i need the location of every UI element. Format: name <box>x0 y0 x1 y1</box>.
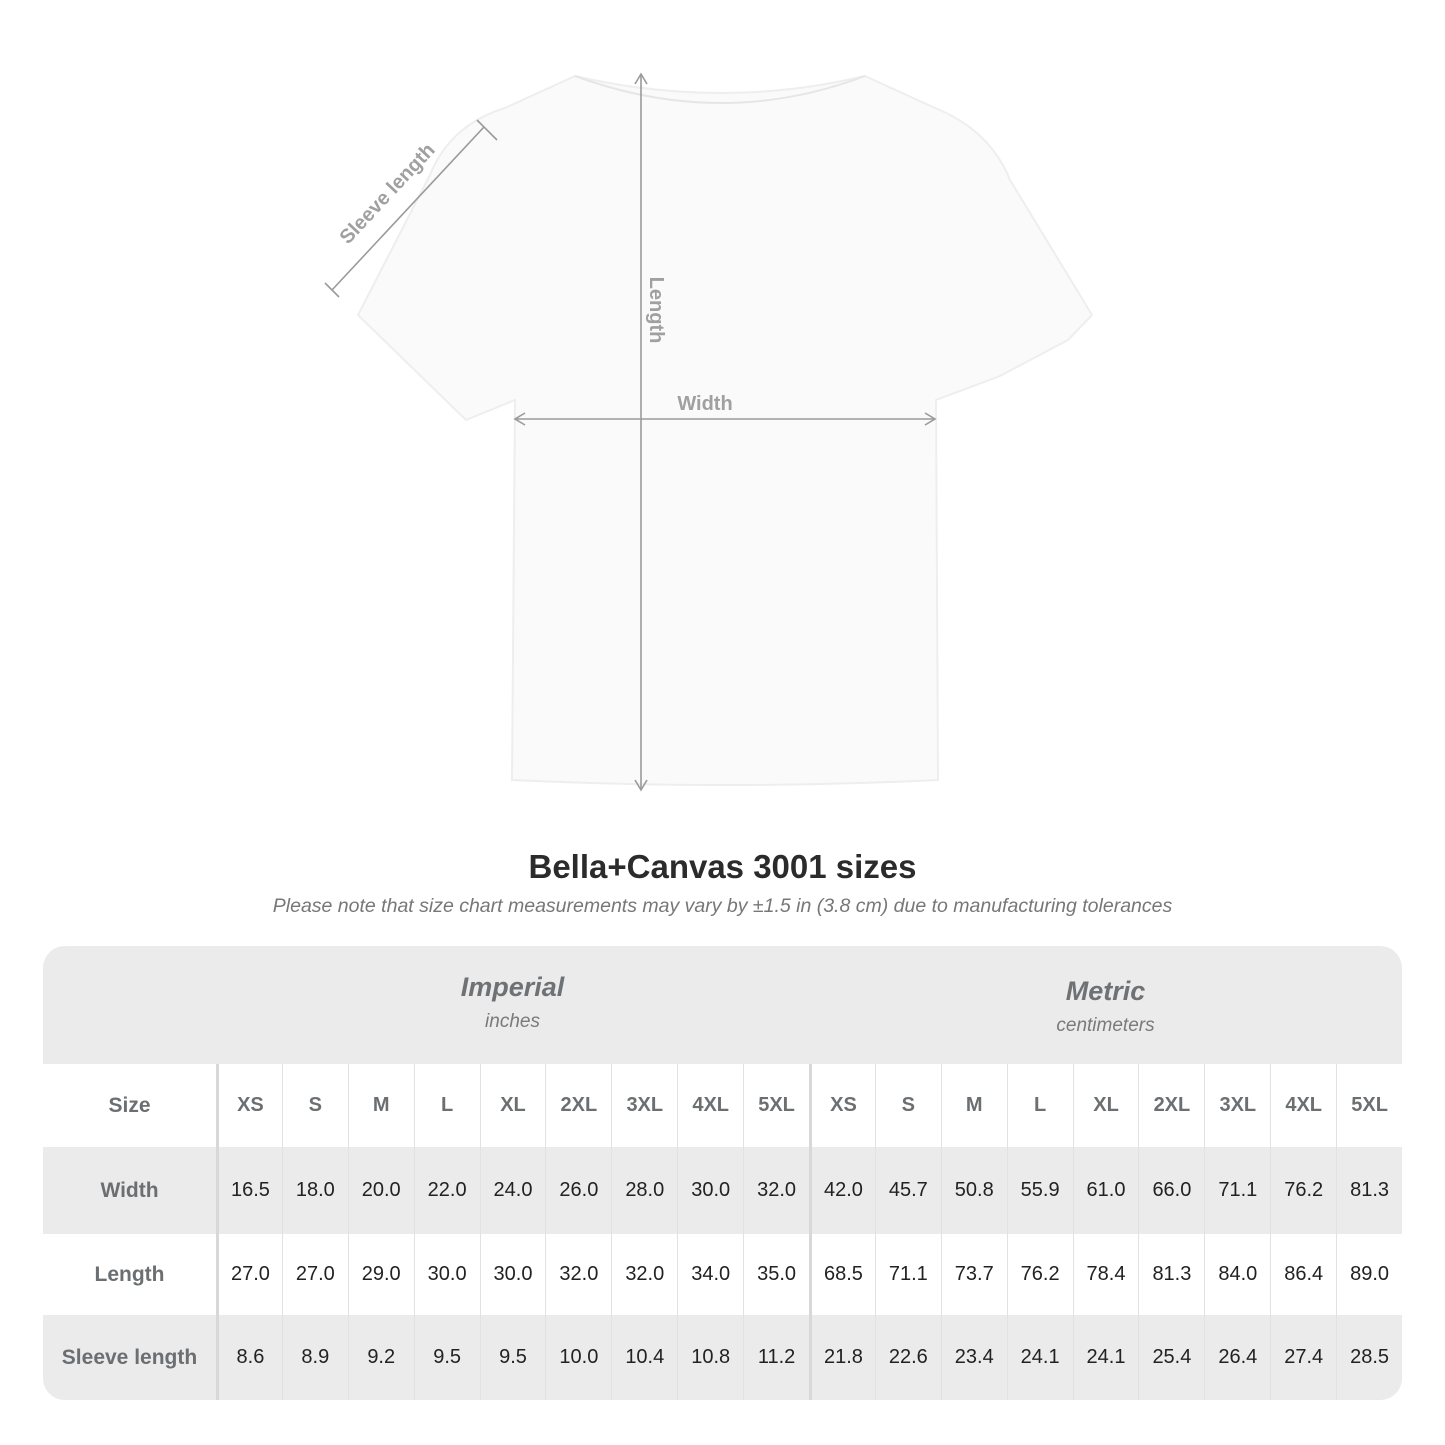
value-cell: 32.0 <box>545 1234 611 1315</box>
value-cell: 66.0 <box>1138 1147 1204 1234</box>
value-cell: 10.4 <box>611 1315 677 1400</box>
value-cell: 76.2 <box>1006 1234 1073 1315</box>
measure-lines <box>324 72 937 792</box>
value-cell: 28.5 <box>1336 1315 1402 1400</box>
value-cell: 73.7 <box>940 1234 1007 1315</box>
value-cell: 27.0 <box>281 1234 348 1315</box>
tshirt-shape <box>356 74 1094 786</box>
imperial-unit: inches <box>485 1011 540 1032</box>
size-header-cell: 3XL <box>1204 1064 1270 1147</box>
value-cell: 30.0 <box>413 1234 480 1315</box>
size-header-cell: 2XL <box>545 1064 611 1147</box>
value-cell: 9.5 <box>413 1315 480 1400</box>
metric-unit: centimeters <box>1056 1015 1155 1036</box>
value-cell: 68.5 <box>809 1234 875 1315</box>
length-label: Length <box>645 277 667 344</box>
value-cell: 30.0 <box>479 1234 546 1315</box>
size-header-cell: 2XL <box>1138 1064 1204 1147</box>
value-cell: 24.0 <box>479 1147 546 1234</box>
size-header-cell: XL <box>479 1064 546 1147</box>
value-cell: 55.9 <box>1006 1147 1073 1234</box>
row-label: Width <box>100 1178 159 1202</box>
value-cell: 81.3 <box>1336 1147 1402 1234</box>
size-header-cell: 5XL <box>1336 1064 1402 1147</box>
value-cell: 81.3 <box>1138 1234 1204 1315</box>
value-cell: 26.0 <box>545 1147 611 1234</box>
value-cell: 11.2 <box>743 1315 809 1400</box>
row-label: Sleeve length <box>61 1345 198 1369</box>
size-chart-table: Imperial inches Metric centimeters Size … <box>43 946 1402 1400</box>
value-cell: 26.4 <box>1204 1315 1270 1400</box>
size-header-cell: 4XL <box>1270 1064 1336 1147</box>
imperial-title: Imperial <box>460 972 565 1002</box>
value-cell: 50.8 <box>940 1147 1007 1234</box>
value-cell: 86.4 <box>1270 1234 1336 1315</box>
value-cell: 22.0 <box>413 1147 480 1234</box>
value-cell: 8.6 <box>216 1315 282 1400</box>
value-cell: 8.9 <box>281 1315 348 1400</box>
table-row-sleeve-length: Sleeve length 8.6 8.9 9.2 9.5 9.5 10.0 10.4 10.8… <box>43 1315 1402 1400</box>
value-cell: 89.0 <box>1336 1234 1402 1315</box>
size-header-cell: XS <box>809 1064 875 1147</box>
metric-header: Metric centimeters <box>809 946 1402 1064</box>
value-cell: 61.0 <box>1072 1147 1139 1234</box>
value-cell: 10.8 <box>677 1315 743 1400</box>
size-header-cell: L <box>1006 1064 1073 1147</box>
size-header-cell: S <box>281 1064 348 1147</box>
value-cell: 27.0 <box>216 1234 282 1315</box>
value-cell: 24.1 <box>1072 1315 1139 1400</box>
value-cell: 32.0 <box>611 1234 677 1315</box>
value-cell: 71.1 <box>874 1234 941 1315</box>
value-cell: 84.0 <box>1204 1234 1270 1315</box>
value-cell: 34.0 <box>677 1234 743 1315</box>
value-cell: 29.0 <box>347 1234 414 1315</box>
size-header-cell: S <box>874 1064 941 1147</box>
value-cell: 9.2 <box>347 1315 414 1400</box>
value-cell: 30.0 <box>677 1147 743 1234</box>
value-cell: 28.0 <box>611 1147 677 1234</box>
size-header-cell: M <box>940 1064 1007 1147</box>
imperial-header: Imperial inches <box>216 946 809 1064</box>
table-row-width: Width 16.5 18.0 20.0 22.0 24.0 26.0 28.0 30.0 32.… <box>43 1147 1402 1234</box>
size-header-row: Size XS S M L XL 2XL 3XL 4XL 5XL XS S M L XL 2XL 3XL 4XL… <box>43 1064 1402 1147</box>
value-cell: 23.4 <box>940 1315 1007 1400</box>
size-header-cell: XL <box>1072 1064 1139 1147</box>
value-cell: 45.7 <box>874 1147 941 1234</box>
table-row-length: Length 27.0 27.0 29.0 30.0 30.0 32.0 32.0 34.0 35… <box>43 1234 1402 1315</box>
row-label: Length <box>94 1262 165 1286</box>
value-cell: 76.2 <box>1270 1147 1336 1234</box>
value-cell: 24.1 <box>1006 1315 1073 1400</box>
size-header-cell: L <box>413 1064 480 1147</box>
value-cell: 22.6 <box>874 1315 941 1400</box>
size-header-cell: 4XL <box>677 1064 743 1147</box>
value-cell: 18.0 <box>281 1147 348 1234</box>
tshirt-diagram: Sleeve length Length Width <box>324 72 1094 792</box>
value-cell: 21.8 <box>809 1315 875 1400</box>
size-header-cell: XS <box>216 1064 282 1147</box>
size-label: Size <box>43 1064 216 1147</box>
tolerance-note: Please note that size chart measurements… <box>272 895 1173 917</box>
value-cell: 71.1 <box>1204 1147 1270 1234</box>
page-title: Bella+Canvas 3001 sizes <box>528 848 917 885</box>
value-cell: 10.0 <box>545 1315 611 1400</box>
value-cell: 20.0 <box>347 1147 414 1234</box>
value-cell: 27.4 <box>1270 1315 1336 1400</box>
value-cell: 16.5 <box>216 1147 282 1234</box>
width-label: Width <box>677 393 732 415</box>
value-cell: 32.0 <box>743 1147 809 1234</box>
value-cell: 42.0 <box>809 1147 875 1234</box>
value-cell: 9.5 <box>479 1315 546 1400</box>
size-header-cell: 5XL <box>743 1064 809 1147</box>
metric-title: Metric <box>1065 976 1146 1006</box>
value-cell: 78.4 <box>1072 1234 1139 1315</box>
size-header-cell: 3XL <box>611 1064 677 1147</box>
size-header-cell: M <box>347 1064 414 1147</box>
value-cell: 25.4 <box>1138 1315 1204 1400</box>
value-cell: 35.0 <box>743 1234 809 1315</box>
